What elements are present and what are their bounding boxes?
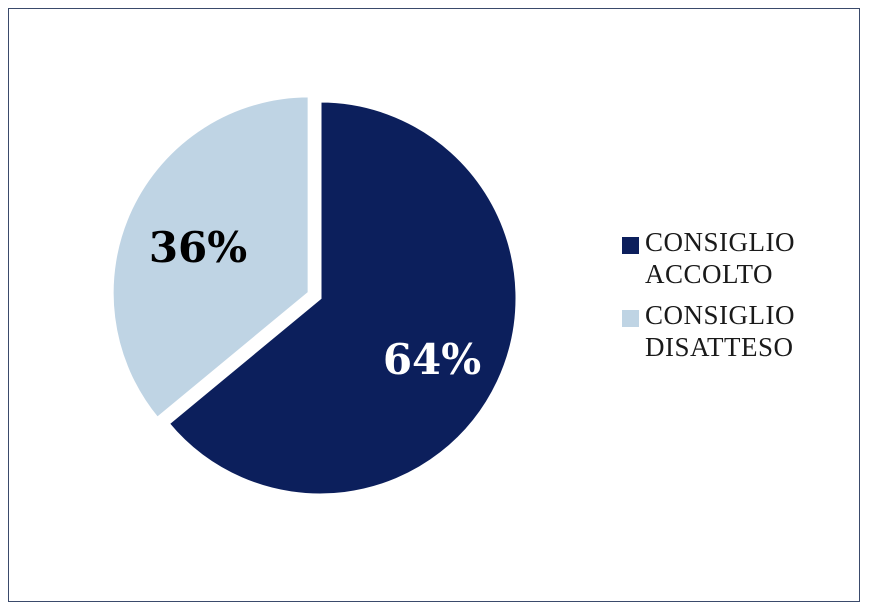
legend-label-accolto: CONSIGLIO ACCOLTO [645,227,795,290]
legend-swatch-accolto [622,237,639,254]
legend: CONSIGLIO ACCOLTO CONSIGLIO DISATTESO [622,226,855,372]
legend-entry-disatteso: CONSIGLIO DISATTESO [622,299,855,364]
pie-slice-accolto [166,99,519,497]
data-label-accolto: 64% [383,335,481,384]
legend-swatch-disatteso [622,309,639,327]
data-label-disatteso: 36% [149,223,247,272]
legend-label-disatteso: CONSIGLIO DISATTESO [645,299,795,363]
legend-entry-accolto: CONSIGLIO ACCOLTO [622,226,855,291]
pie-slice-disatteso [110,94,311,421]
